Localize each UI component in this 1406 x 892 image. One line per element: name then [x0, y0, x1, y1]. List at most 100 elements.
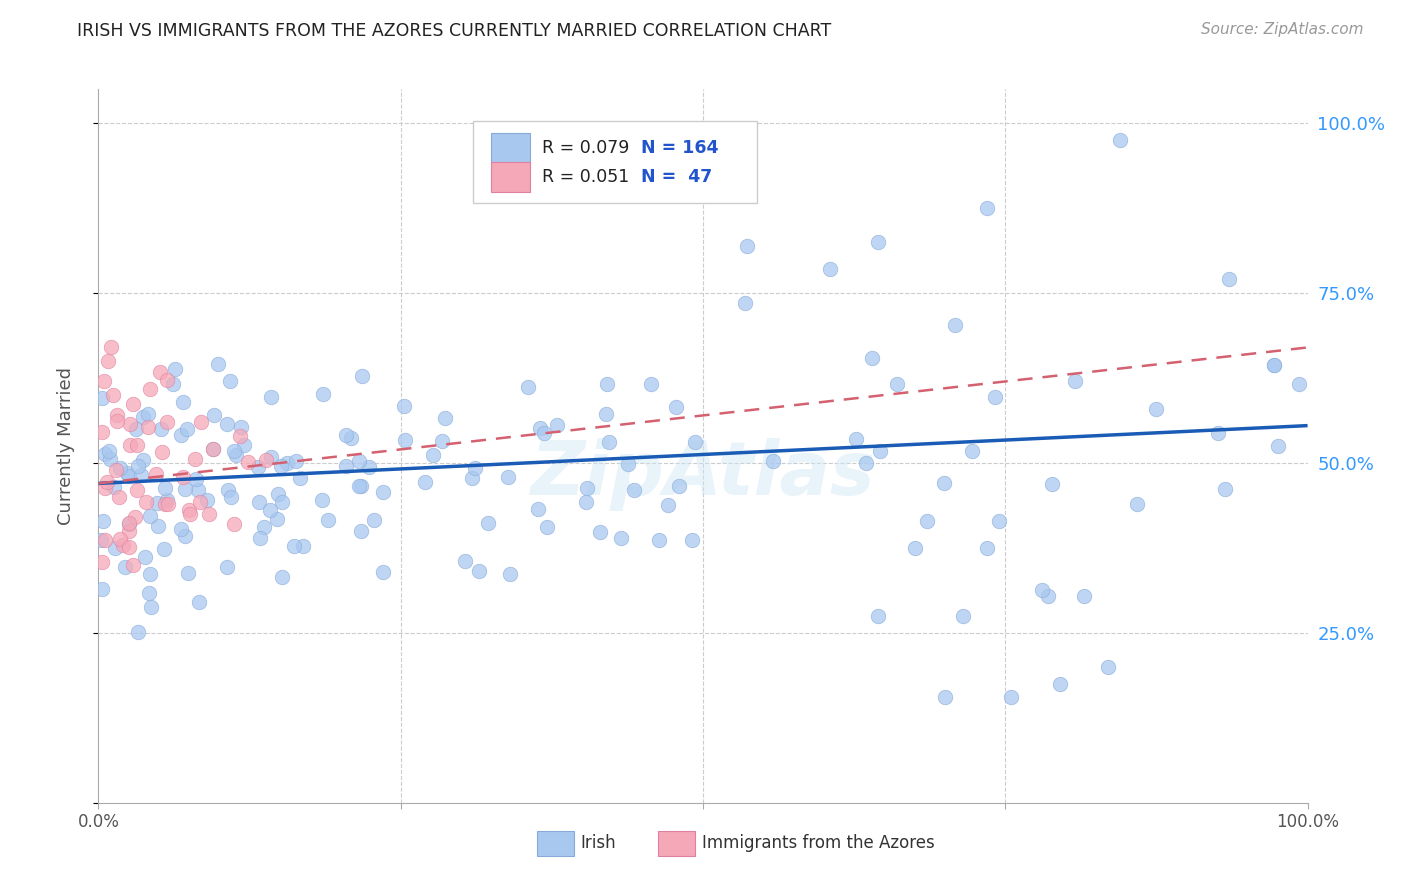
- Point: [94, 447, 117, 461]
- Point: [97, 354, 120, 368]
- Point: [156, 373, 179, 387]
- Text: Irish: Irish: [581, 835, 616, 853]
- Point: [430, 434, 453, 448]
- Point: [373, 485, 395, 500]
- Point: [98, 443, 121, 458]
- Point: [91, 391, 114, 405]
- Point: [869, 444, 891, 458]
- Point: [246, 460, 269, 475]
- Point: [339, 431, 361, 445]
- Point: [845, 432, 868, 446]
- Point: [576, 481, 599, 495]
- Point: [260, 390, 283, 404]
- Point: [623, 483, 645, 497]
- Point: [139, 566, 162, 581]
- Point: [363, 513, 385, 527]
- Point: [1036, 589, 1059, 603]
- Point: [202, 442, 225, 457]
- Point: [868, 235, 890, 249]
- Point: [266, 512, 288, 526]
- Point: [1031, 582, 1053, 597]
- Point: [217, 483, 239, 498]
- Point: [150, 444, 173, 458]
- Point: [657, 498, 679, 512]
- Text: N = 164: N = 164: [641, 139, 718, 157]
- Point: [157, 497, 180, 511]
- Point: [139, 383, 162, 397]
- Point: [943, 318, 966, 332]
- Text: N =  47: N = 47: [641, 168, 713, 186]
- Point: [934, 690, 956, 705]
- FancyBboxPatch shape: [474, 121, 758, 203]
- Y-axis label: Currently Married: Currently Married: [56, 367, 75, 525]
- Point: [202, 408, 225, 422]
- FancyBboxPatch shape: [492, 133, 530, 162]
- Point: [105, 414, 128, 428]
- Point: [595, 408, 617, 422]
- Point: [468, 564, 491, 578]
- Point: [253, 520, 276, 534]
- Point: [118, 438, 141, 452]
- Point: [681, 533, 703, 547]
- Point: [259, 503, 281, 517]
- Point: [179, 502, 201, 516]
- Point: [260, 450, 283, 464]
- Point: [232, 438, 254, 452]
- Point: [136, 419, 159, 434]
- Point: [683, 435, 706, 450]
- Point: [1109, 133, 1132, 147]
- Point: [988, 514, 1011, 528]
- Point: [276, 457, 298, 471]
- Point: [477, 516, 499, 530]
- Point: [640, 377, 662, 392]
- Text: ZipAtlas: ZipAtlas: [530, 438, 876, 511]
- Point: [90, 533, 112, 547]
- Point: [335, 458, 357, 473]
- Point: [108, 461, 131, 475]
- Point: [932, 476, 955, 491]
- Point: [108, 533, 131, 547]
- Point: [1000, 690, 1022, 705]
- Point: [145, 495, 167, 509]
- Point: [207, 357, 229, 371]
- Point: [124, 510, 146, 524]
- Point: [1263, 358, 1285, 372]
- Point: [291, 540, 314, 554]
- Point: [174, 483, 197, 497]
- Point: [960, 444, 983, 458]
- Point: [818, 262, 841, 277]
- Point: [496, 470, 519, 484]
- Point: [135, 495, 157, 509]
- Point: [153, 542, 176, 557]
- Point: [868, 608, 890, 623]
- Point: [527, 502, 550, 516]
- Point: [464, 461, 486, 475]
- Point: [609, 531, 631, 545]
- FancyBboxPatch shape: [537, 830, 574, 856]
- Point: [1288, 376, 1310, 391]
- Point: [312, 387, 335, 401]
- Point: [533, 425, 555, 440]
- Point: [536, 520, 558, 534]
- Point: [184, 472, 207, 486]
- Point: [311, 493, 333, 508]
- Point: [886, 376, 908, 391]
- Point: [598, 435, 620, 450]
- Text: Source: ZipAtlas.com: Source: ZipAtlas.com: [1201, 22, 1364, 37]
- Point: [105, 409, 128, 423]
- Point: [1144, 401, 1167, 416]
- Point: [177, 566, 200, 581]
- Point: [139, 508, 162, 523]
- Point: [94, 533, 117, 547]
- Point: [247, 495, 270, 509]
- Point: [187, 483, 209, 497]
- Point: [1213, 482, 1236, 496]
- Point: [499, 566, 522, 581]
- Point: [288, 471, 311, 485]
- Point: [904, 541, 927, 555]
- Point: [127, 483, 149, 498]
- Text: R = 0.079: R = 0.079: [543, 139, 630, 157]
- Point: [434, 410, 457, 425]
- Point: [236, 455, 259, 469]
- Point: [422, 448, 444, 462]
